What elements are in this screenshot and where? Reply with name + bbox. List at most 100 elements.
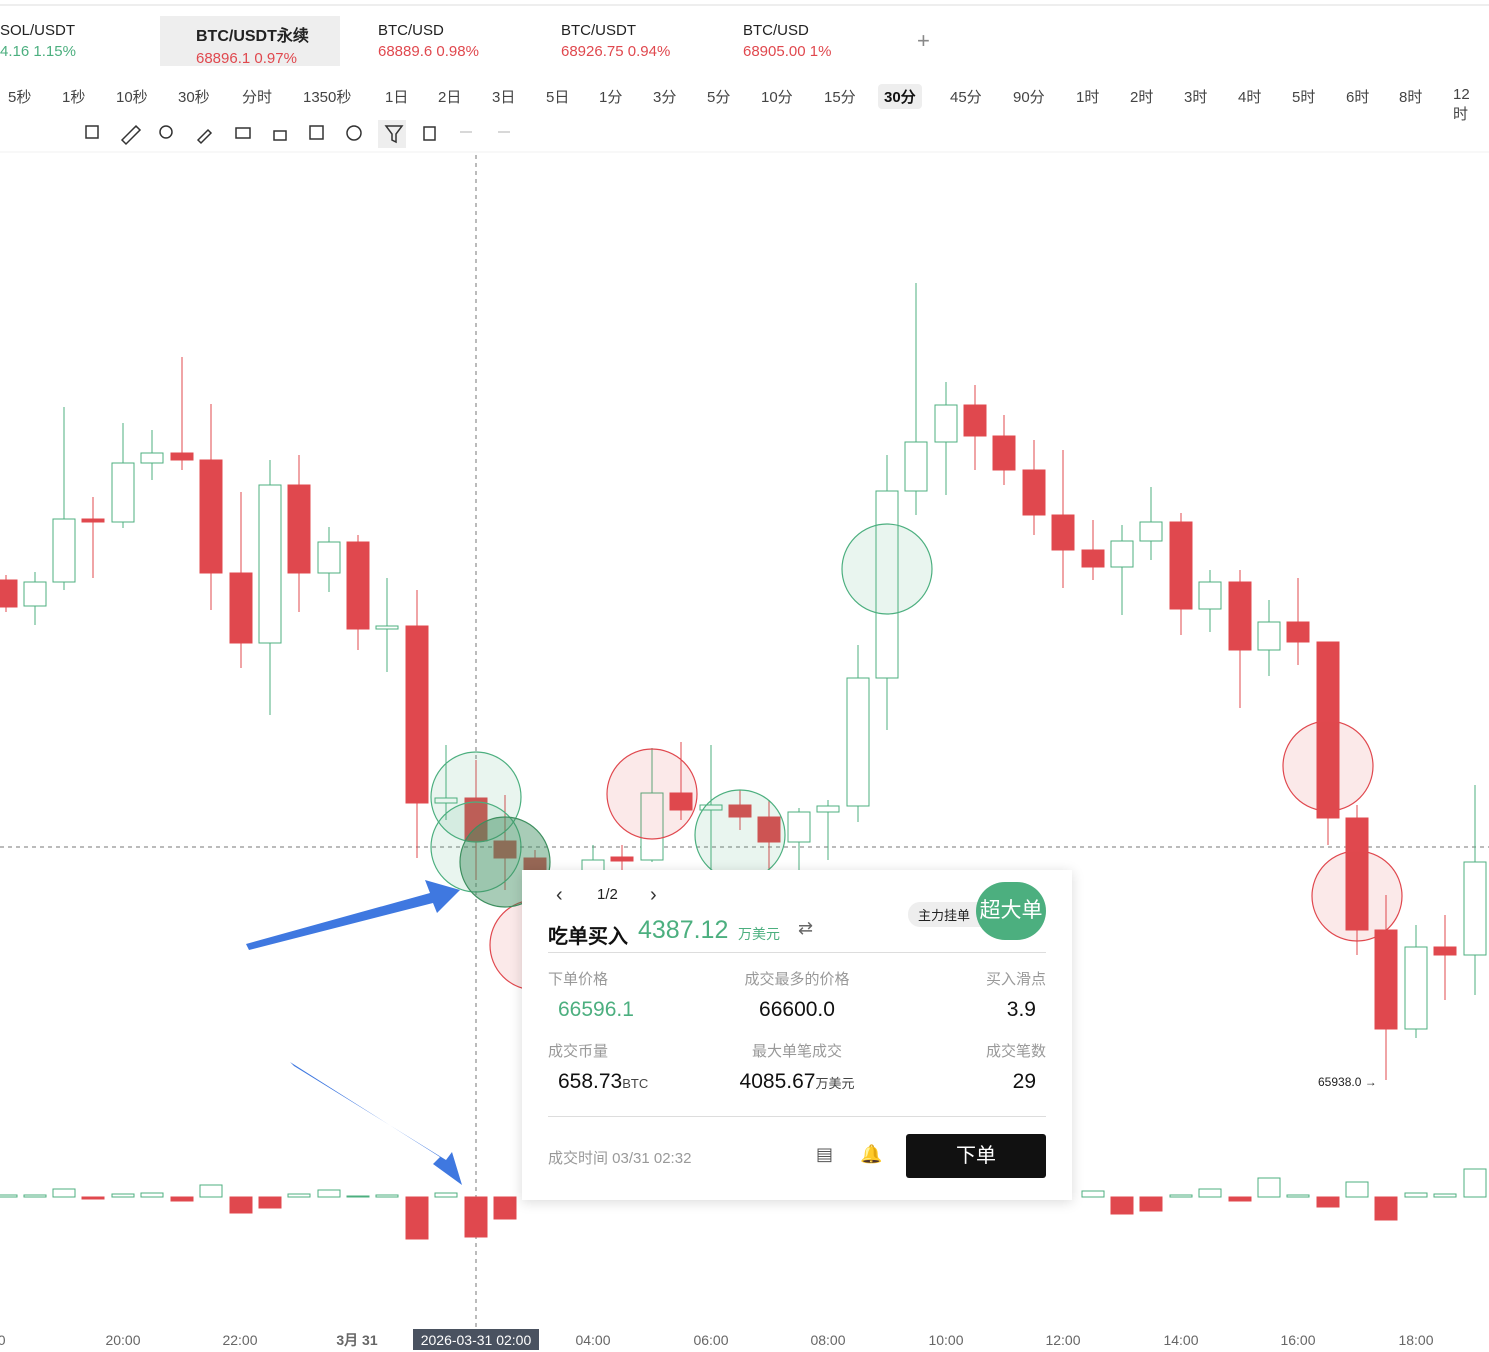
volume-bar <box>1316 1196 1340 1208</box>
volume-bar <box>111 1193 135 1198</box>
timeframe[interactable]: 3日 <box>492 89 516 106</box>
candle-body <box>757 816 781 843</box>
timeframe[interactable]: 10秒 <box>116 89 148 106</box>
field-number: 29 <box>1012 1070 1036 1093</box>
field-label: 最大单笔成交 <box>751 1043 842 1060</box>
timeframe[interactable]: 30分 <box>878 84 922 109</box>
candle-body <box>1169 521 1193 610</box>
tab-name: BTC/USDT永续 <box>196 28 309 45</box>
timeframe[interactable]: 1时 <box>1076 89 1100 106</box>
candle-body <box>464 797 488 842</box>
top-border <box>0 4 1489 6</box>
timeframe[interactable]: 5分 <box>707 89 731 106</box>
x-axis-label: 14:00 <box>1163 1332 1198 1348</box>
swap[interactable]: ⇄ <box>798 918 814 938</box>
next[interactable]: › <box>650 884 657 906</box>
volume-bar <box>464 1196 488 1238</box>
note-icon[interactable]: ▤ <box>816 1144 834 1164</box>
field-value: 29 <box>896 1070 1046 1094</box>
timeframe[interactable]: 5日 <box>546 89 570 106</box>
volume-bar <box>1286 1194 1310 1198</box>
tab-change: 0.97% <box>254 50 297 67</box>
timeframe[interactable]: 分时 <box>242 89 273 106</box>
timeframe[interactable]: 1秒 <box>62 89 86 106</box>
timeframe[interactable]: 5时 <box>1292 89 1316 106</box>
tab-name: BTC/USD <box>378 22 444 39</box>
x-axis-label: 16:00 <box>1280 1332 1315 1348</box>
candle-body <box>1022 469 1046 516</box>
candle-body <box>963 404 987 437</box>
timeframe[interactable]: 2时 <box>1130 89 1154 106</box>
bell-icon[interactable]: 🔔 <box>860 1144 883 1164</box>
crosshair-label-bg <box>413 1329 539 1350</box>
prev[interactable]: ‹ <box>556 884 563 906</box>
volume-bar <box>81 1196 105 1200</box>
field-number: 66596.1 <box>558 998 634 1021</box>
tab-price: 68905.00 <box>743 43 806 60</box>
field-number: 4085.67 <box>739 1070 816 1093</box>
x-axis-label: 04:00 <box>575 1332 610 1348</box>
order-bubble <box>430 801 522 893</box>
order-bubble <box>694 789 786 881</box>
x-axis-label: 08:00 <box>810 1332 845 1348</box>
timeframe[interactable]: 1分 <box>599 89 623 106</box>
tab[interactable]: BTC/USD 68905.00 1% <box>707 16 887 66</box>
popup-title: 吃单买入 <box>548 926 628 948</box>
x-axis-label: 3月 31 <box>336 1332 377 1348</box>
timeframe[interactable]: 3时 <box>1184 89 1208 106</box>
tab-name: SOL/USDT <box>0 22 76 39</box>
volume-bar <box>1374 1196 1398 1221</box>
timeframe[interactable]: 1日 <box>385 89 409 106</box>
timeframe[interactable]: 1350秒 <box>303 89 352 106</box>
timeframe[interactable]: 12时 <box>1453 86 1470 123</box>
timeframe[interactable]: 4时 <box>1238 89 1262 106</box>
tab[interactable]: BTC/USDT永续 68896.1 0.97% <box>160 16 340 67</box>
timeframe[interactable]: 5秒 <box>8 89 32 106</box>
tab-quote: 68905.00 1% <box>743 43 877 60</box>
add-tab[interactable]: + <box>917 28 930 53</box>
order-button[interactable]: 下单 <box>906 1134 1046 1178</box>
pager: 1/2 <box>597 886 618 903</box>
tab-quote: 4.16 1.15% <box>0 43 160 60</box>
candle-body <box>1374 929 1398 1030</box>
candle-body <box>640 792 664 861</box>
tab[interactable]: BTC/USD 68889.6 0.98% <box>342 16 522 66</box>
candle-body <box>816 805 840 813</box>
tab-change: 1% <box>809 43 832 60</box>
order-bubble <box>606 748 698 840</box>
timeframe[interactable]: 2日 <box>438 89 462 106</box>
candle-body <box>787 811 811 843</box>
timeframe[interactable]: 8时 <box>1399 89 1423 106</box>
candle-body <box>346 541 370 630</box>
timeframe[interactable]: 6时 <box>1346 89 1370 106</box>
field-label: 成交笔数 <box>985 1043 1046 1060</box>
volume-bar <box>1463 1168 1487 1198</box>
badge-big: 超大单 <box>976 882 1046 940</box>
volume-bar <box>1404 1192 1428 1198</box>
candle-body <box>23 581 47 607</box>
tab[interactable]: BTC/USDT 68926.75 0.94% <box>525 16 705 66</box>
candle-body <box>111 462 135 523</box>
x-axis-label: 12:00 <box>1045 1332 1080 1348</box>
timeframe[interactable]: 3分 <box>653 89 677 106</box>
timeframe[interactable]: 90分 <box>1013 89 1045 106</box>
field-value: 658.73BTC <box>548 1070 698 1094</box>
tab[interactable]: SOL/USDT 4.16 1.15% <box>0 16 170 66</box>
timeframe[interactable]: 15分 <box>824 89 856 106</box>
volume-bar <box>317 1189 341 1198</box>
volume-bar <box>434 1192 458 1198</box>
candle-body <box>1228 581 1252 651</box>
candle-body <box>1139 521 1163 542</box>
volume-bar <box>199 1184 223 1198</box>
volume-bar <box>346 1195 370 1198</box>
volume-bar <box>1081 1190 1105 1198</box>
timeframe[interactable]: 45分 <box>950 89 982 106</box>
tab-name: BTC/USD <box>743 22 809 39</box>
timeframe[interactable]: 10分 <box>761 89 793 106</box>
timeframe[interactable]: 30秒 <box>178 89 210 106</box>
candle-body <box>434 797 458 804</box>
candle-body <box>699 804 723 811</box>
field-unit: BTC <box>622 1076 649 1091</box>
candle-body <box>1463 861 1487 956</box>
